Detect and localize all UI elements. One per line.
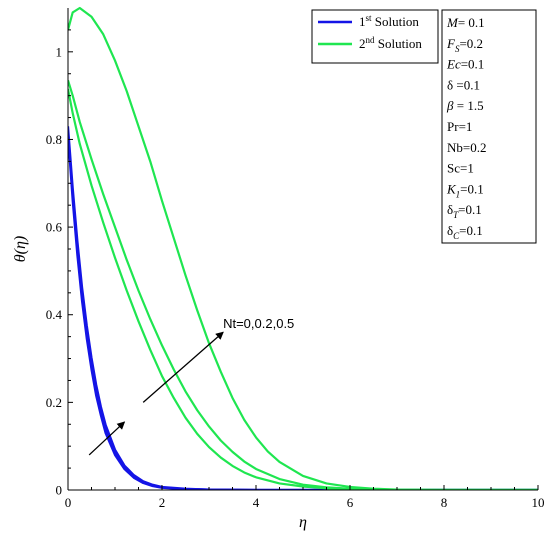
annotation-arrow-1 — [88, 421, 126, 456]
legend-entry-suffix: nd — [366, 35, 376, 45]
x-tick-label: 4 — [253, 495, 260, 510]
x-tick-label: 8 — [441, 495, 448, 510]
y-tick-label: 0.6 — [46, 220, 63, 235]
parameter-value: =0.1 — [459, 223, 483, 238]
parameter-line: Sc=1 — [447, 161, 474, 176]
parameter-symbol: Sc — [447, 161, 460, 176]
parameter-value: =0.1 — [458, 202, 482, 217]
y-tick-label: 0.4 — [46, 307, 63, 322]
parameter-line: M= 0.1 — [446, 15, 485, 30]
parameter-line: K1=0.1 — [446, 181, 484, 199]
legend-entry-label: 2nd Solution — [359, 35, 422, 51]
annotation-layer: Nt=0,0.2,0.5 — [88, 316, 294, 456]
parameter-line: Ec=0.1 — [446, 57, 484, 72]
parameter-subscript: C — [453, 231, 460, 241]
parameter-symbol: F — [446, 36, 456, 51]
parameter-line: δC=0.1 — [447, 223, 483, 241]
series-line-6 — [68, 6, 538, 490]
annotation-label: Nt=0,0.2,0.5 — [223, 316, 294, 331]
legend-entry-number: 2 — [359, 36, 366, 51]
parameter-value: =1 — [460, 161, 474, 176]
parameter-value: =0.1 — [460, 181, 484, 196]
parameter-line: β = 1.5 — [446, 98, 484, 113]
parameter-symbol: δ — [447, 223, 453, 238]
axis-layer: 0 2 4 6 8 10 0 0.2 0.4 0.6 0.8 1 η θ(η) — [12, 8, 545, 531]
parameter-symbol: Nb — [447, 140, 463, 155]
parameter-symbol: Ec — [446, 57, 461, 72]
parameter-symbol: δ — [447, 77, 453, 92]
series-line-5 — [68, 79, 538, 490]
y-tick-label: 0.2 — [46, 395, 62, 410]
parameter-line: Nb=0.2 — [447, 140, 486, 155]
y-axis-label: θ(η) — [12, 236, 29, 262]
x-axis-label: η — [299, 514, 307, 531]
y-tick-label: 0.8 — [46, 132, 62, 147]
parameter-symbol: M — [446, 15, 459, 30]
curves-group — [68, 6, 538, 490]
x-tick-label: 0 — [65, 495, 72, 510]
parameter-value: = 0.1 — [458, 15, 485, 30]
parameter-box — [441, 9, 537, 244]
parameter-symbol: δ — [447, 202, 453, 217]
parameter-subscript: 1 — [456, 189, 461, 199]
legend-entry-number: 1 — [359, 14, 366, 29]
series-line-3 — [68, 126, 538, 490]
x-tick-label: 2 — [159, 495, 166, 510]
legend-entry-label: 1st Solution — [359, 13, 419, 29]
parameter-symbol: Pr — [447, 119, 459, 134]
y-tick-label: 1 — [56, 44, 63, 59]
legend-entry-text: Solution — [375, 36, 423, 51]
parameter-symbol: K — [446, 181, 457, 196]
parameter-value: =1 — [459, 119, 473, 134]
plot-layer — [68, 6, 538, 490]
x-tick-label: 10 — [532, 495, 545, 510]
legend-entry-suffix: st — [366, 13, 373, 23]
x-tick-label: 6 — [347, 495, 354, 510]
parameter-value: =0.1 — [461, 57, 485, 72]
parameter-symbol: β — [446, 98, 454, 113]
parameter-line: δ =0.1 — [447, 77, 480, 92]
parameter-value: = 1.5 — [453, 98, 483, 113]
parameter-subscript: S — [455, 44, 460, 54]
annotation-arrow-2 — [142, 331, 224, 403]
legend-entry-text: Solution — [372, 14, 420, 29]
parameter-value: =0.1 — [453, 77, 480, 92]
legend-box — [311, 9, 439, 64]
parameter-subscript: T — [453, 210, 459, 220]
y-tick-label: 0 — [56, 483, 63, 498]
parameter-line: Pr=1 — [447, 119, 472, 134]
parameter-line: FS=0.2 — [446, 36, 483, 54]
parameter-line: δT=0.1 — [447, 202, 482, 220]
parameter-value: =0.2 — [463, 140, 487, 155]
parameter-value: =0.2 — [459, 36, 483, 51]
